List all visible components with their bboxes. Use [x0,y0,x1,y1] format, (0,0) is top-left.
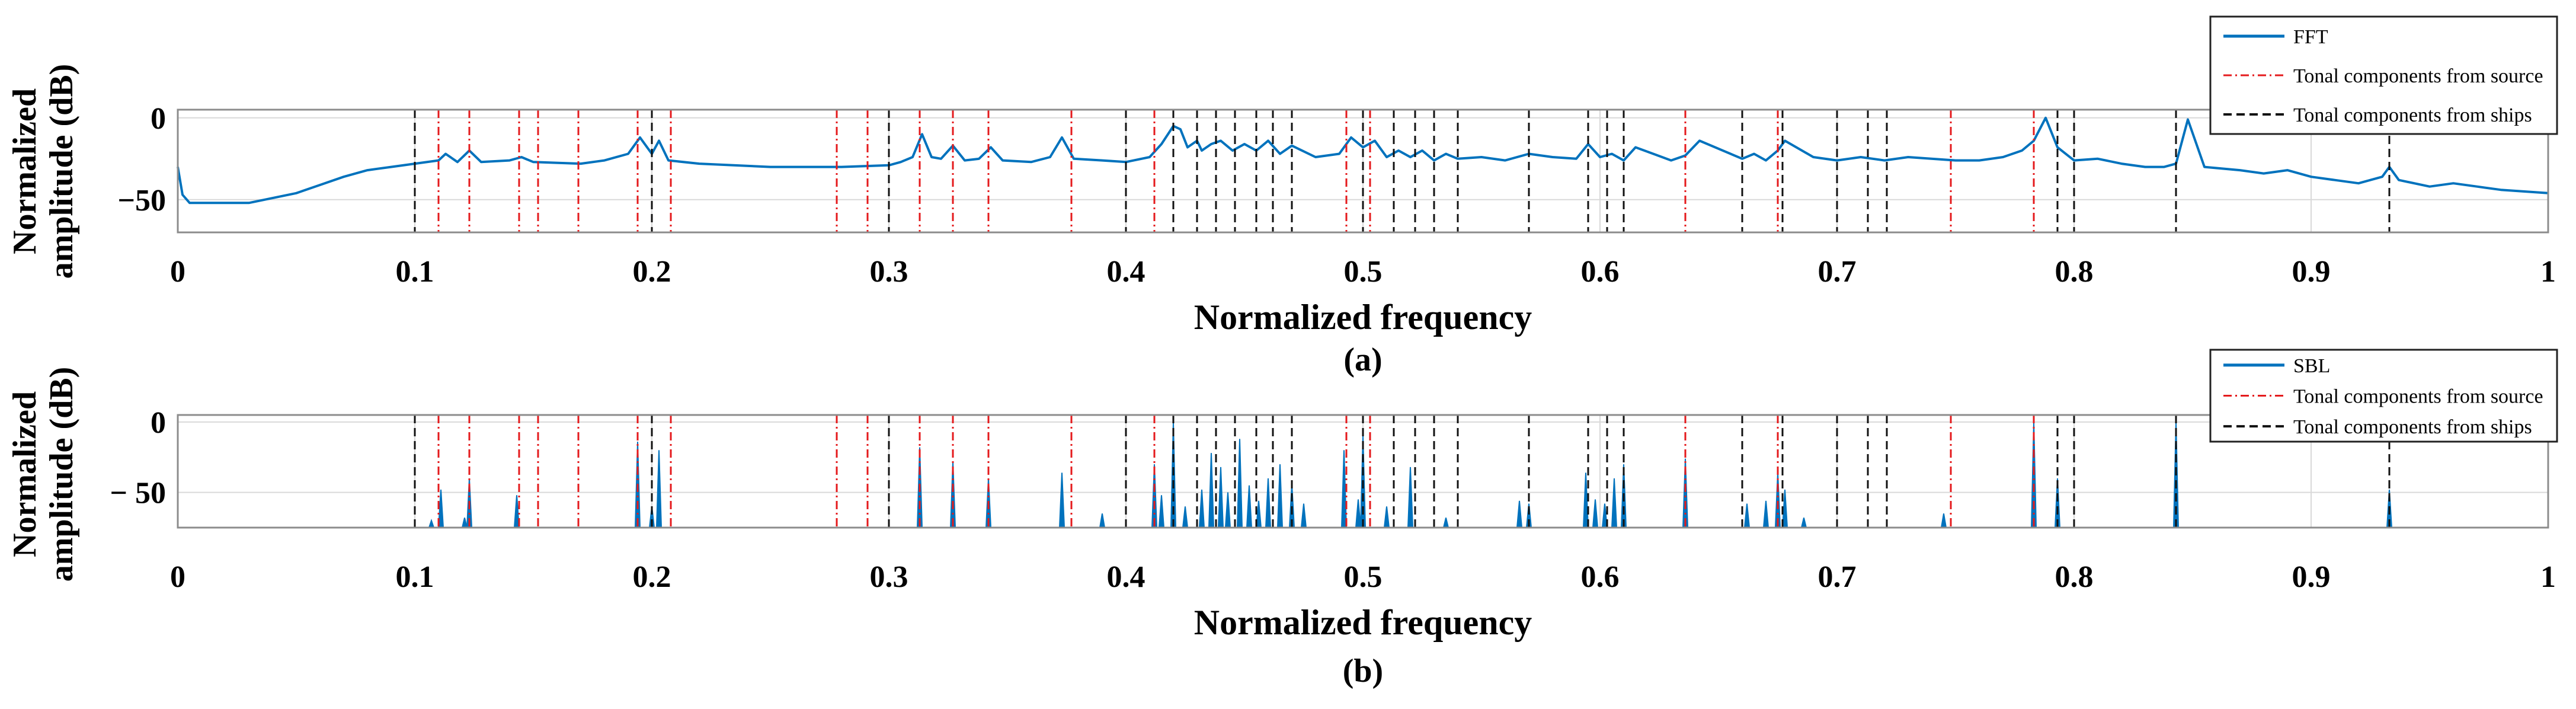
x-tick-label: 1 [2540,255,2556,289]
legend-label: SBL [2293,355,2330,377]
x-tick-label: 0 [170,255,185,289]
y-tick-label: 0 [151,406,166,440]
y-axis-label: Normalizedamplitude (dB) [7,367,80,582]
chart-a: 0 0.1 0.2 0.3 0.4 0.5 0.6 0.7 0.8 0.9 1 0 −50 Normali… [7,15,2558,378]
x-tick-label: 0.5 [1344,560,1383,594]
x-tick-label: 0.3 [870,255,908,289]
y-tick-label: 0 [151,102,166,136]
y-axis-label-line: Normalized [7,88,43,254]
x-tick-label: 0.2 [633,255,671,289]
x-axis-label: Normalized frequency [1194,603,1532,642]
legend-label: Tonal components from ships [2293,416,2532,438]
x-tick-label: 0.6 [1581,255,1620,289]
y-axis-label-line: amplitude (dB) [43,64,80,279]
axes-box [177,414,2549,529]
chart-b: 0 0.1 0.2 0.3 0.4 0.5 0.6 0.7 0.8 0.9 1 0 − 50 Normal… [7,349,2558,689]
x-tick-label: 0.3 [870,560,908,594]
legend: FFT Tonal components from source Tonal com… [2209,15,2558,135]
x-tick-label: 1 [2540,560,2556,594]
x-tick-label: 0.8 [2055,255,2094,289]
y-tick-label: −50 [117,184,166,218]
x-tick-label: 0.7 [1818,255,1857,289]
x-tick-label: 0.1 [396,255,434,289]
legend-label: FFT [2293,26,2328,48]
y-axis-label-line: Normalized [7,391,43,557]
x-tick-label: 0.6 [1581,560,1620,594]
x-tick-label: 0.4 [1107,560,1145,594]
x-tick-label: 0.7 [1818,560,1857,594]
series-fft-line [177,116,2549,205]
x-tick-label: 0.9 [2292,255,2331,289]
legend-label: Tonal components from source [2293,386,2543,408]
x-tick-label: 0.1 [396,560,434,594]
axes-box [177,108,2549,234]
y-axis-label-line: amplitude (dB) [43,367,80,582]
x-axis-label: Normalized frequency [1194,298,1532,337]
legend-label: Tonal components from ships [2293,104,2532,126]
x-tick-label: 0 [170,560,185,594]
x-tick-label: 0.5 [1344,255,1383,289]
legend-label: Tonal components from source [2293,65,2543,87]
x-tick-label: 0.8 [2055,560,2094,594]
x-tick-label: 0.2 [633,560,671,594]
x-tick-label: 0.4 [1107,255,1145,289]
panel-caption: (a) [1343,341,1382,378]
x-tick-label: 0.9 [2292,560,2331,594]
panel-caption: (b) [1343,653,1383,689]
y-axis-label: Normalizedamplitude (dB) [7,64,80,279]
legend: SBL Tonal components from source Tonal com… [2209,349,2558,443]
y-tick-label: − 50 [110,477,166,510]
